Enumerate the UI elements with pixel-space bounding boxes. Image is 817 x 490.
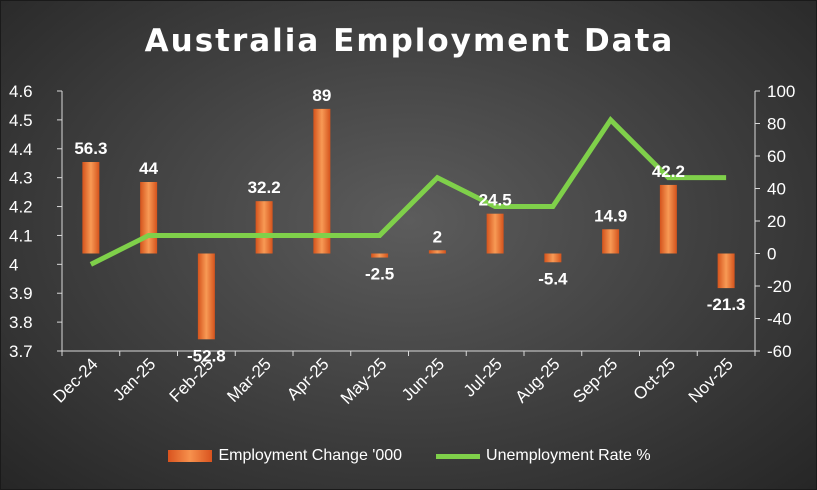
bar-data-label: -21.3	[707, 295, 746, 314]
legend-item-employment: Employment Change '000	[168, 447, 402, 465]
bar-data-label: 42.2	[652, 162, 685, 181]
bar-data-label: 89	[312, 86, 331, 105]
unemployment-line	[89, 115, 727, 267]
right-tick-label: 60	[767, 147, 786, 166]
left-tick-label: 4.6	[9, 82, 33, 101]
bar-data-label: -2.5	[365, 265, 394, 284]
x-tick-label: Jun-25	[398, 354, 448, 404]
x-tick-label: Jan-25	[109, 354, 159, 404]
right-tick-label: 80	[767, 115, 786, 134]
bar	[255, 201, 273, 254]
legend: Employment Change '000 Unemployment Rate…	[1, 447, 817, 465]
bar-data-label: 32.2	[248, 178, 281, 197]
bar-data-label: -5.4	[538, 269, 568, 288]
bar	[197, 253, 215, 340]
bar-data-label: 24.5	[479, 191, 512, 210]
x-tick-label: Sep-25	[569, 354, 621, 406]
left-tick-label: 4.5	[9, 111, 33, 130]
right-tick-label: 20	[767, 212, 786, 231]
right-tick-label: -60	[767, 342, 792, 361]
x-tick-label: Jul-25	[460, 354, 506, 400]
x-tick-label: Aug-25	[511, 354, 563, 406]
legend-swatch-bar	[168, 450, 213, 462]
legend-item-unemployment: Unemployment Rate %	[436, 447, 651, 465]
left-tick-label: 4.3	[9, 169, 33, 188]
bar	[717, 253, 735, 289]
bar	[371, 253, 389, 258]
legend-label-unemployment: Unemployment Rate %	[486, 447, 651, 464]
legend-swatch-line	[436, 453, 481, 459]
bar-data-label: 44	[139, 159, 158, 178]
right-tick-label: -40	[767, 310, 792, 329]
bar-data-label: 56.3	[74, 139, 107, 158]
left-tick-label: 4.4	[9, 140, 33, 159]
bar	[544, 253, 562, 263]
bar	[428, 250, 446, 254]
bar-data-label: 14.9	[594, 206, 627, 225]
bar-data-label: -52.8	[187, 346, 226, 365]
right-tick-label: -20	[767, 277, 792, 296]
left-tick-label: 3.7	[9, 342, 33, 361]
x-tick-label: Dec-24	[50, 354, 102, 406]
bar	[313, 108, 331, 254]
bar	[140, 182, 158, 254]
right-tick-label: 100	[767, 82, 795, 101]
x-tick-label: Apr-25	[283, 354, 333, 404]
right-tick-label: 40	[767, 180, 786, 199]
legend-label-employment: Employment Change '000	[218, 447, 403, 464]
x-tick-label: Oct-25	[630, 354, 680, 404]
left-tick-label: 4.2	[9, 198, 33, 217]
left-tick-label: 4.1	[9, 226, 33, 245]
right-tick-label: 0	[767, 245, 776, 264]
bar	[602, 229, 620, 254]
x-tick-label: Mar-25	[223, 354, 275, 406]
left-tick-label: 4	[9, 255, 18, 274]
x-tick-label: Nov-25	[685, 354, 737, 406]
bar	[82, 162, 100, 254]
bar-data-label: 2	[433, 227, 442, 246]
bar	[659, 184, 677, 254]
x-tick-label: May-25	[337, 354, 391, 408]
chart-title: Australia Employment Data	[144, 23, 675, 59]
left-tick-label: 3.9	[9, 284, 33, 303]
bar	[486, 213, 504, 254]
left-tick-label: 3.8	[9, 313, 33, 332]
